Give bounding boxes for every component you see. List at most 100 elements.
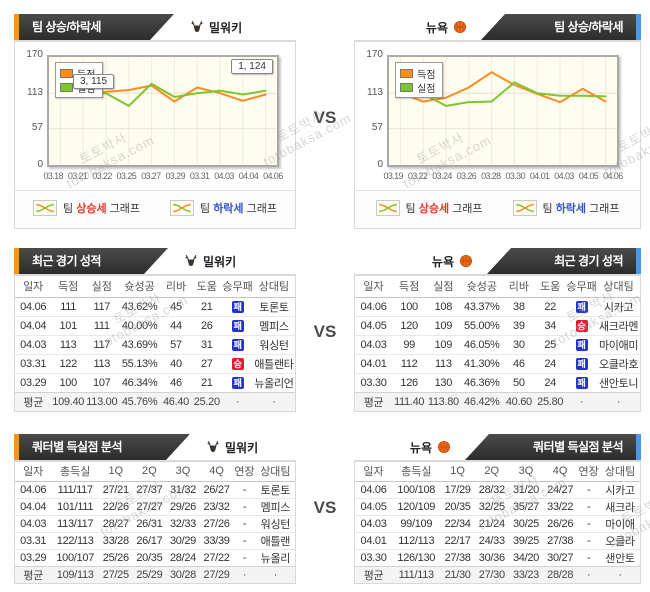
- table-row: 03.30 126/130 27/38 30/36 34/20 30/27- 샌안토: [355, 548, 640, 566]
- cell-pts: 122: [51, 353, 85, 373]
- cell-total: 101/111: [51, 497, 99, 515]
- column-header: 상대팀: [600, 462, 640, 482]
- cell-fg: 55.00%: [460, 315, 504, 335]
- x-tick-label: 03.30: [505, 171, 525, 181]
- rise-graph-toggle[interactable]: 팀 상승세 그래프: [33, 200, 140, 216]
- cell-date: 04.04: [15, 315, 52, 335]
- orange-accent-bar: [14, 14, 19, 40]
- cell-q3: 32/33: [166, 514, 200, 532]
- blue-accent-bar: [636, 434, 641, 460]
- rise-graph-toggle[interactable]: 팀 상승세 그래프: [375, 200, 483, 216]
- quarter-panel-right: 뉴욕 쿼터별 득실점 분석 일자 총득실 1Q 2Q 3Q 4Q 연장 상대팀 04.06 10…: [354, 434, 641, 584]
- cell-q2: 27/27: [132, 497, 167, 515]
- cell-q2: 32/25: [474, 497, 509, 515]
- table-row: 04.06 111 117 43.62% 45 21 패 토론토: [15, 297, 295, 316]
- cell-opp: 애틀랜타: [252, 353, 295, 373]
- cell-pts: 111: [60, 300, 77, 313]
- table-row: 04.05 120 109 55.00% 39 34 승 새크라멘: [355, 315, 640, 335]
- cell-q4: 26/26: [543, 514, 578, 532]
- table-row: 04.01 112 113 41.30% 46 24 패 오클라호: [355, 353, 640, 373]
- cell-result: 승: [222, 353, 253, 373]
- cell-q1: 25/26: [98, 548, 133, 566]
- recent-header-left: 최근 경기 성적 밀워키: [14, 248, 296, 275]
- cell-opp: 워싱턴: [252, 334, 295, 354]
- lose-badge: 패: [575, 338, 588, 351]
- column-header: 리바: [503, 276, 535, 298]
- lose-badge: 패: [231, 376, 244, 389]
- fall-graph-toggle[interactable]: 팀 하락세 그래프: [512, 200, 619, 216]
- cell-pts: 109.40: [51, 391, 85, 411]
- cell-opp: 멤피스: [252, 315, 295, 335]
- cell-q1: 28/27: [98, 514, 133, 532]
- cell-ast: 27: [191, 353, 223, 373]
- cell-opp: 마이애미: [597, 334, 640, 354]
- cell-opp: 샌안토: [600, 548, 640, 566]
- cell-fg: 43.62%: [121, 300, 158, 313]
- cell-q2: 26/31: [132, 514, 167, 532]
- column-header: 도움: [534, 276, 566, 298]
- cell-q3: 30/29: [166, 531, 200, 549]
- cell-q3: 35/27: [508, 497, 544, 515]
- blue-accent-bar: [636, 248, 641, 274]
- quarter-table-box-right: 일자 총득실 1Q 2Q 3Q 4Q 연장 상대팀 04.06 100/108 17/29 28/3…: [354, 461, 641, 584]
- orange-accent-bar: [14, 248, 19, 274]
- cell-q2: 21/24: [474, 514, 509, 532]
- cell-q4: 24/27: [547, 483, 574, 496]
- column-header: 일자: [15, 276, 52, 298]
- cell-conc: 113: [84, 353, 119, 373]
- cell-q2: 25/29: [132, 565, 167, 583]
- fall-graph-toggle[interactable]: 팀 하락세 그래프: [170, 200, 277, 216]
- cell-opp: 토론토: [259, 301, 289, 314]
- table-row: 03.31 122/113 33/28 26/17 30/29 33/39- 애틀랜: [15, 531, 295, 549]
- column-header: 총득실: [51, 462, 99, 482]
- concede-swatch: [400, 82, 413, 92]
- cell-total: 113/117: [51, 514, 99, 532]
- cell-date: 03.30: [355, 548, 393, 566]
- lose-badge: 패: [575, 300, 588, 313]
- quarter-panel-left: 쿼터별 득실점 분석 밀워키 일자 총득실 1Q 2Q 3Q 4Q 연장 상대팀 04.06 1…: [14, 434, 296, 584]
- quarter-table-right: 일자 총득실 1Q 2Q 3Q 4Q 연장 상대팀 04.06 100/108 17/29 28/3…: [355, 462, 640, 583]
- recent-table-box-left: 일자 득점 실점 슛성공 리바 도움 승무패 상대팀 04.06 111 117 43.62% 45 2…: [14, 275, 296, 412]
- column-header: 리바: [160, 276, 192, 298]
- cell-opp: 애틀랜: [255, 531, 295, 549]
- cell-q1: 22/34: [440, 514, 475, 532]
- cell-date: 03.31: [15, 531, 52, 549]
- cell-total: 99/109: [392, 514, 441, 532]
- cell-q3: 30/25: [508, 514, 544, 532]
- cell-pts: 100: [51, 372, 85, 392]
- cell-total: 111/113: [392, 565, 441, 583]
- cell-date: 04.05: [355, 497, 393, 515]
- cell-ot: -: [242, 483, 247, 496]
- team-label-left: 밀워키: [184, 248, 236, 274]
- x-tick-label: 04.03: [214, 171, 234, 181]
- cell-date: 03.29: [15, 372, 52, 392]
- cell-opp: ·: [252, 391, 295, 411]
- x-tick-label: 04.04: [238, 171, 259, 181]
- column-header: 연장: [233, 462, 256, 482]
- table-row: 04.04 101 111 40.00% 44 26 패 멤피스: [15, 315, 295, 335]
- quarter-table-box-left: 일자 총득실 1Q 2Q 3Q 4Q 연장 상대팀 04.06 111/117 27/21 27/3…: [14, 461, 296, 584]
- column-header: 득점: [51, 276, 85, 298]
- recent-table-left: 일자 득점 실점 슛성공 리바 도움 승무패 상대팀 04.06 111 117 43.62% 45 2…: [15, 276, 295, 411]
- table-row: 04.06 100 108 43.37% 38 22 패 시카고: [355, 297, 640, 316]
- cell-result: 패: [222, 372, 253, 392]
- cell-ast: 25: [534, 334, 566, 354]
- cell-q2: 26/17: [132, 531, 167, 549]
- blue-accent-bar: [636, 14, 641, 40]
- cell-date: 04.06: [360, 300, 387, 313]
- cell-ast: 31: [191, 334, 223, 354]
- column-header: 3Q: [508, 462, 544, 482]
- cell-total: 120/109: [392, 497, 441, 515]
- graph-toggle-label: 팀 하락세 그래프: [200, 203, 277, 215]
- cell-opp: 오클라호: [597, 353, 640, 373]
- cell-ast: 34: [534, 315, 566, 335]
- cell-date: 평균: [355, 391, 393, 411]
- team-label-right: 뉴욕: [432, 248, 473, 274]
- cell-ot: -: [577, 531, 601, 549]
- x-tick-label: 03.21: [67, 171, 88, 181]
- cell-q2: 27/30: [474, 565, 509, 583]
- column-header: 승무패: [222, 276, 253, 298]
- concede-swatch: [60, 82, 73, 92]
